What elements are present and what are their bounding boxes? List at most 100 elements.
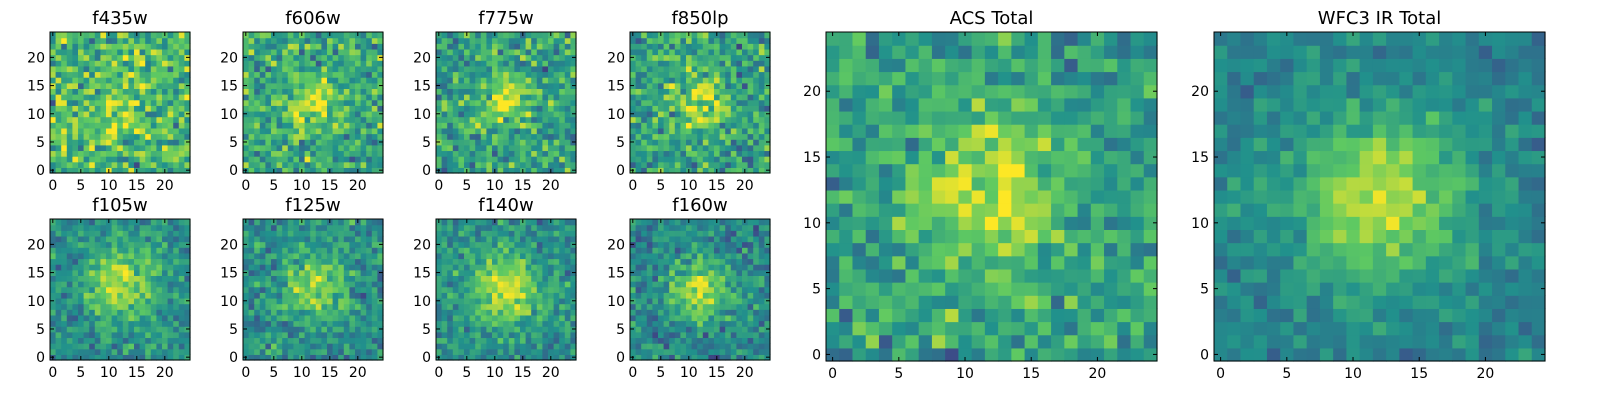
heatmap-cell: [730, 48, 737, 56]
heatmap-cell: [714, 331, 721, 339]
heatmap-cell: [508, 94, 515, 101]
heatmap-cell: [282, 139, 289, 146]
heatmap-cell: [553, 286, 560, 293]
heatmap-cell: [111, 161, 118, 168]
heatmap-cell: [486, 60, 493, 67]
heatmap-cell: [475, 127, 482, 135]
heatmap-cell: [248, 139, 255, 146]
heatmap-cell: [371, 116, 378, 123]
heatmap-cell: [652, 275, 659, 282]
heatmap-cell: [542, 43, 549, 50]
heatmap-cell: [117, 258, 124, 265]
heatmap-cell: [686, 105, 693, 112]
heatmap-cell: [259, 37, 266, 44]
heatmap-cell: [564, 309, 571, 316]
heatmap-cell: [282, 264, 289, 271]
heatmap-cell: [458, 252, 465, 260]
heatmap-cell: [686, 314, 693, 322]
heatmap-cell: [310, 241, 317, 248]
heatmap-cell: [475, 348, 482, 355]
heatmap-cell: [441, 219, 448, 226]
heatmap-cell: [134, 241, 141, 248]
heatmap-cell: [355, 297, 362, 305]
heatmap-cell: [66, 65, 73, 73]
heatmap-cell: [61, 275, 68, 282]
heatmap-cell: [658, 60, 665, 67]
heatmap-cell: [646, 161, 653, 168]
heatmap-cell: [72, 286, 79, 293]
heatmap-cell: [276, 82, 283, 89]
heatmap-cell: [436, 88, 443, 95]
heatmap-cell: [349, 303, 356, 310]
heatmap-cell: [72, 156, 79, 163]
heatmap-cell: [122, 32, 129, 39]
y-tick-label: 20: [607, 50, 625, 66]
heatmap-cell: [315, 144, 322, 152]
heatmap-cell: [531, 105, 538, 112]
heatmap-cell: [564, 32, 571, 39]
heatmap-cell: [248, 122, 255, 129]
heatmap-cell: [106, 292, 113, 299]
heatmap-cell: [55, 122, 62, 129]
heatmap-cell: [646, 297, 653, 305]
heatmap-cell: [652, 110, 659, 118]
heatmap-cell: [287, 219, 294, 226]
heatmap-cell: [758, 37, 765, 44]
heatmap-cell: [343, 230, 350, 237]
heatmap-cell: [349, 127, 356, 135]
heatmap-cell: [686, 65, 693, 73]
heatmap-cell: [464, 161, 471, 168]
heatmap-cell: [542, 230, 549, 237]
heatmap-cell: [497, 77, 504, 84]
heatmap-cell: [243, 71, 250, 78]
heatmap-cell: [447, 219, 454, 226]
heatmap-cell: [61, 219, 68, 226]
heatmap-cell: [167, 156, 174, 163]
heatmap-cell: [669, 116, 676, 123]
heatmap-cell: [508, 161, 515, 168]
heatmap-cell: [162, 82, 169, 89]
heatmap-cell: [630, 105, 637, 112]
heatmap-cell: [758, 105, 765, 112]
heatmap-cell: [536, 331, 543, 339]
heatmap-cell: [117, 331, 124, 339]
heatmap-cell: [525, 269, 532, 276]
heatmap-cell: [100, 275, 107, 282]
heatmap-cell: [736, 144, 743, 152]
heatmap-cell: [50, 105, 57, 112]
heatmap-cell: [508, 127, 515, 135]
heatmap-cell: [531, 224, 538, 231]
heatmap-cell: [377, 88, 384, 95]
heatmap-cell: [128, 292, 135, 299]
heatmap-cell: [658, 139, 665, 146]
heatmap-cell: [106, 337, 113, 344]
heatmap-cell: [315, 224, 322, 231]
heatmap-cell: [542, 219, 549, 226]
heatmap-cell: [122, 82, 129, 89]
heatmap-cell: [61, 331, 68, 339]
heatmap-cell: [293, 77, 300, 84]
heatmap-cell: [254, 235, 261, 243]
heatmap-cell: [492, 88, 499, 95]
heatmap-cell: [475, 235, 482, 243]
heatmap-cell: [156, 32, 163, 39]
heatmap-cell: [276, 71, 283, 78]
heatmap-cell: [525, 37, 532, 44]
heatmap-cell: [630, 281, 637, 288]
heatmap-cell: [725, 297, 732, 305]
heatmap-cell: [243, 122, 250, 129]
heatmap-cell: [50, 48, 57, 56]
heatmap-cell: [360, 258, 367, 265]
heatmap-cell: [514, 110, 521, 118]
heatmap-cell: [145, 247, 152, 254]
heatmap-cell: [162, 235, 169, 243]
heatmap-cell: [658, 337, 665, 344]
heatmap-cell: [691, 297, 698, 305]
heatmap-cell: [150, 65, 157, 73]
heatmap-cell: [55, 150, 62, 157]
heatmap-cell: [100, 133, 107, 140]
heatmap-cell: [150, 54, 157, 61]
heatmap-cell: [111, 337, 118, 344]
heatmap-cell: [377, 127, 384, 135]
heatmap-cell: [646, 110, 653, 118]
